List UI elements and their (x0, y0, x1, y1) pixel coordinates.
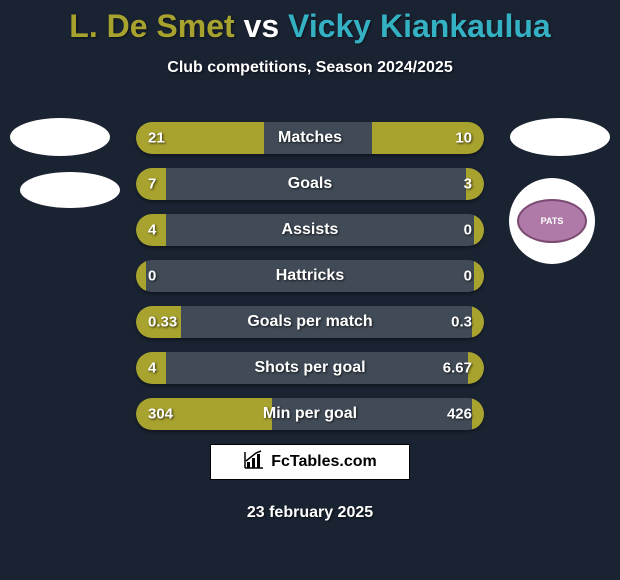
chart-icon (243, 450, 265, 475)
fctables-logo: FcTables.com (210, 444, 410, 480)
vs-text: vs (244, 8, 280, 44)
subtitle: Club competitions, Season 2024/2025 (0, 59, 620, 77)
stat-row: 2110Matches (136, 122, 484, 154)
player2-club-badge-2-label: PATS (517, 199, 587, 243)
player2-club-badge-1 (510, 118, 610, 156)
date-text: 23 february 2025 (0, 504, 620, 522)
stats-rows: 2110Matches 73Goals 40Assists 00Hattricks 0.… (136, 122, 484, 444)
stat-label: Goals per match (136, 313, 484, 331)
player1-club-badge-1 (10, 118, 110, 156)
stat-label: Hattricks (136, 267, 484, 285)
comparison-title: L. De Smet vs Vicky Kiankaulua (0, 0, 620, 45)
stat-row: 40Assists (136, 214, 484, 246)
stat-label: Matches (136, 129, 484, 147)
stat-row: 304426Min per goal (136, 398, 484, 430)
stat-label: Assists (136, 221, 484, 239)
stat-label: Min per goal (136, 405, 484, 423)
stat-row: 00Hattricks (136, 260, 484, 292)
stat-label: Shots per goal (136, 359, 484, 377)
player1-club-badge-2 (20, 172, 120, 208)
stat-label: Goals (136, 175, 484, 193)
player2-name: Vicky Kiankaulua (288, 8, 551, 44)
player2-club-badge-2: PATS (509, 178, 595, 264)
fctables-text: FcTables.com (271, 453, 377, 471)
stat-row: 46.67Shots per goal (136, 352, 484, 384)
stat-row: 73Goals (136, 168, 484, 200)
player1-name: L. De Smet (69, 8, 234, 44)
stat-row: 0.330.3Goals per match (136, 306, 484, 338)
